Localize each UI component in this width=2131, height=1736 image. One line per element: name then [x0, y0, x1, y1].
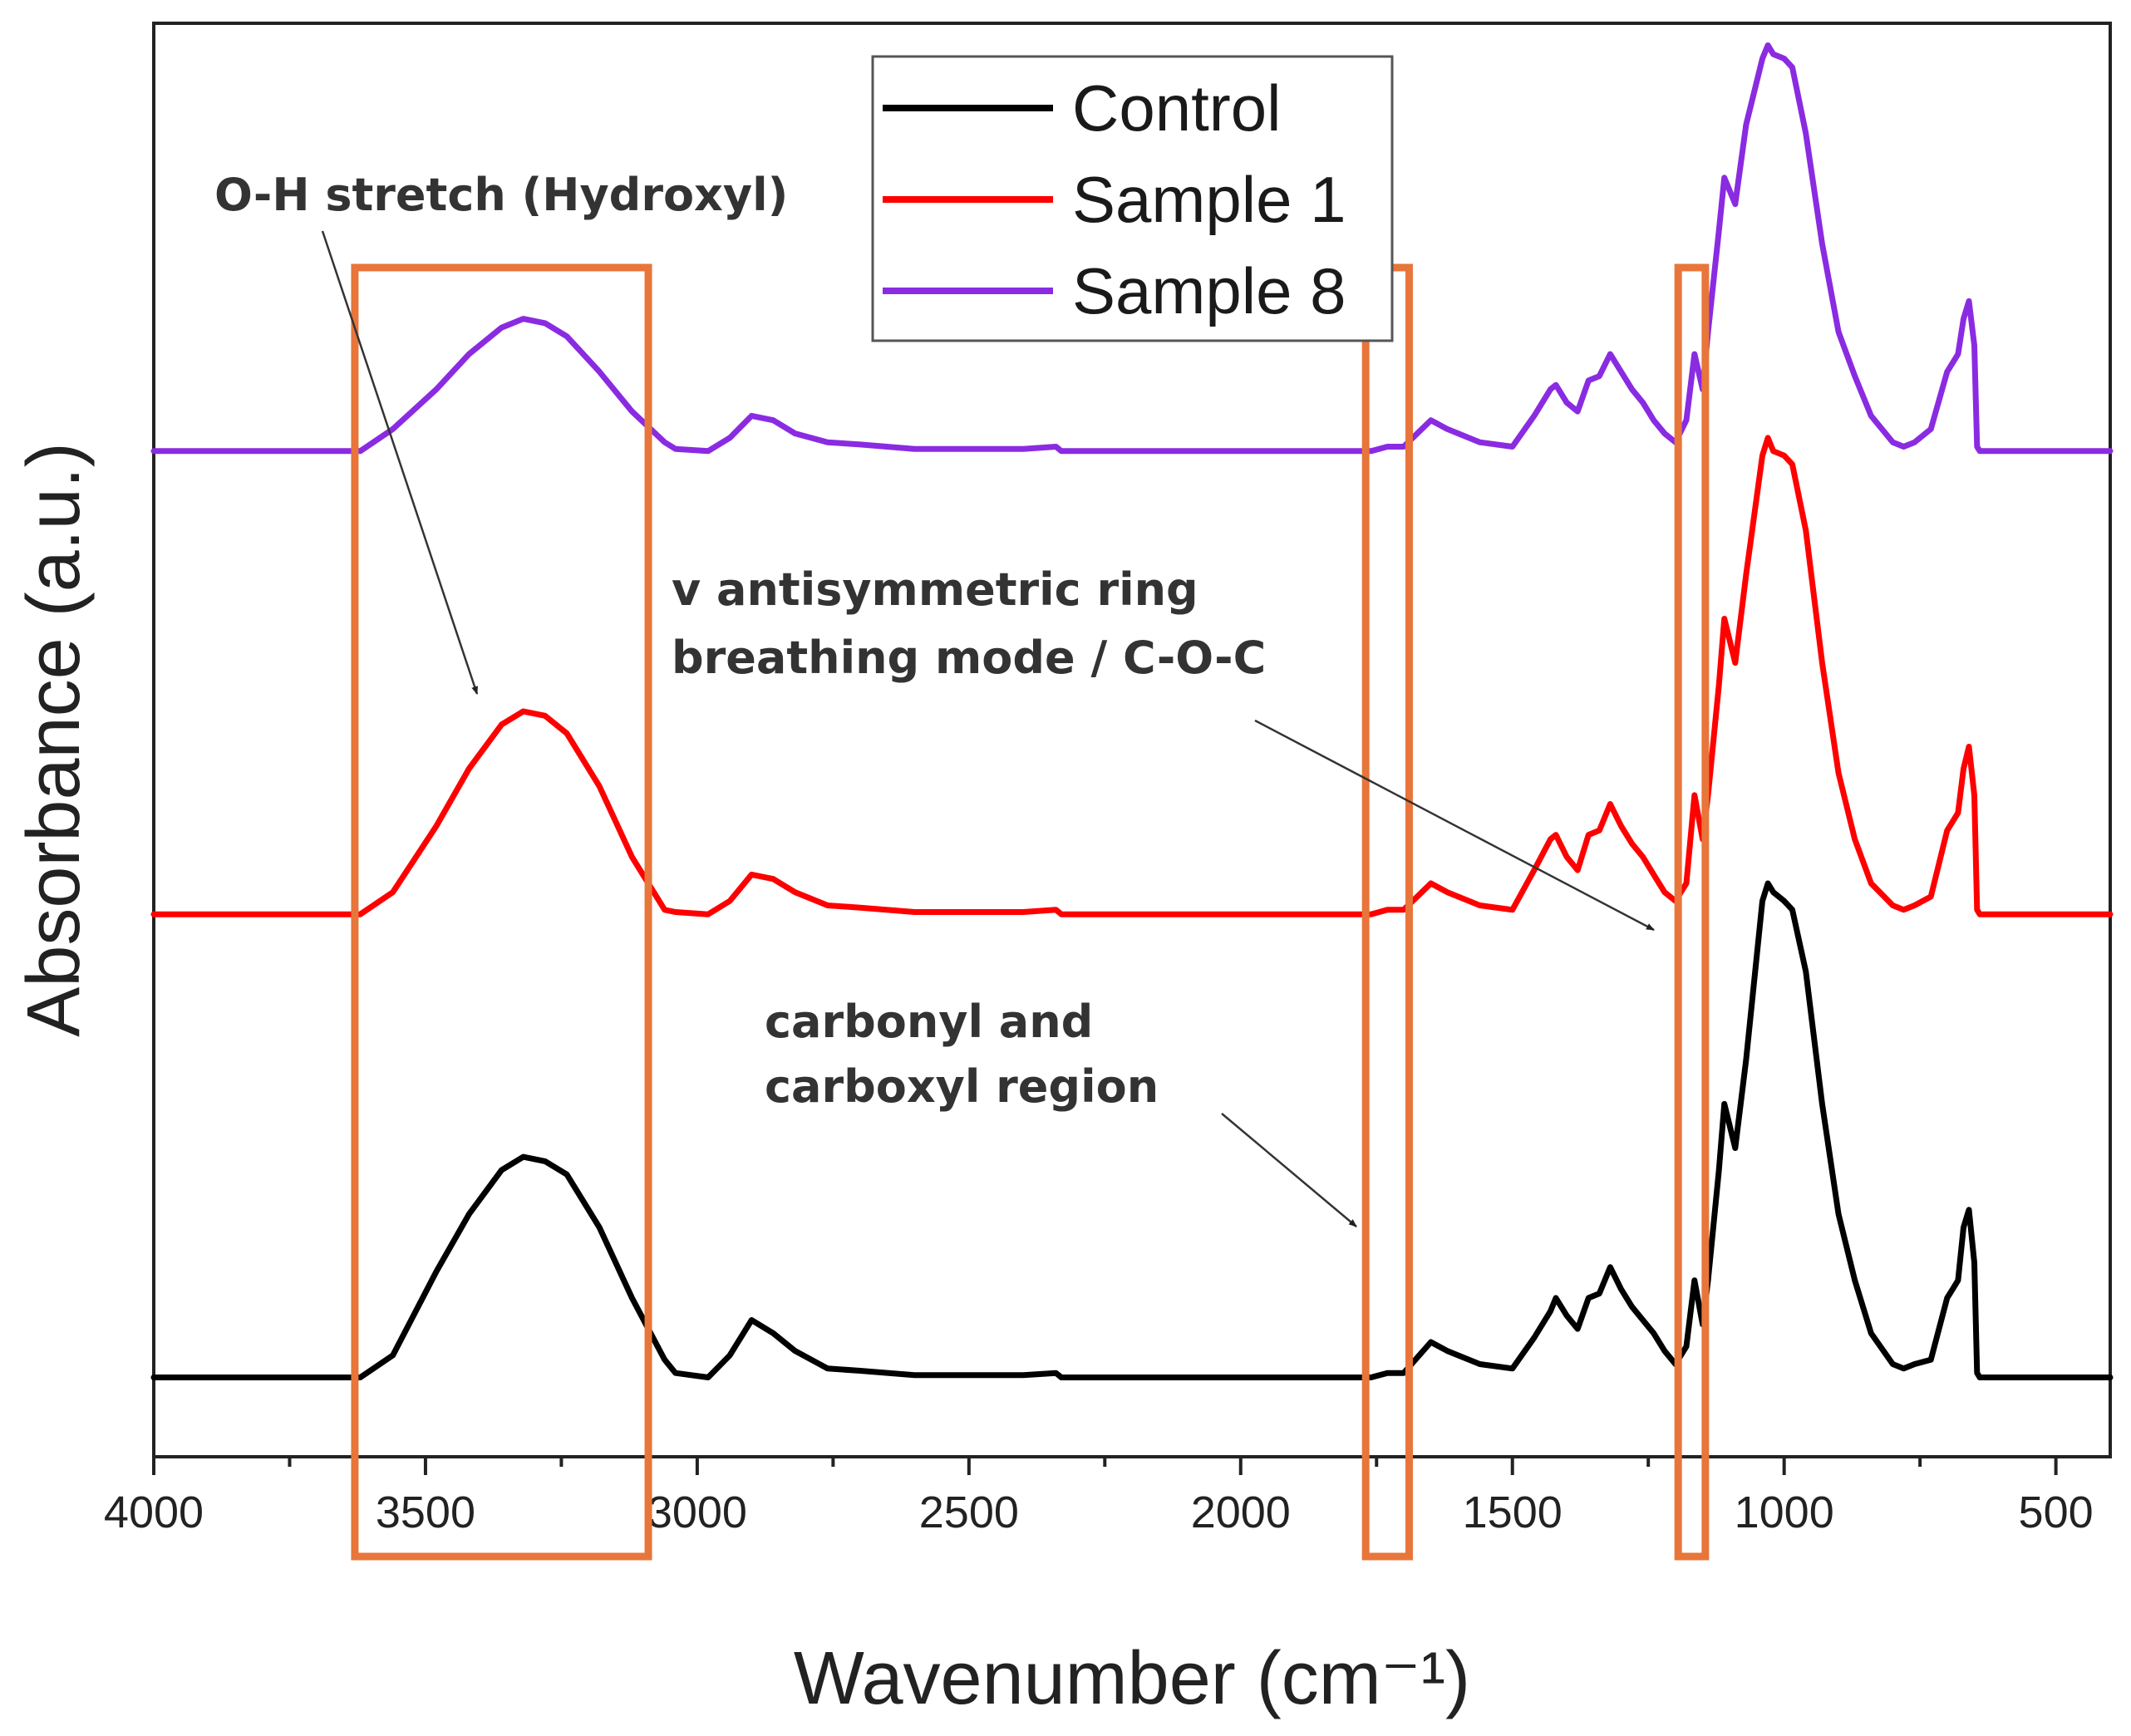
annotation-carbonyl: carbonyl and carboxyl region — [765, 996, 1357, 1227]
x-axis-ticks — [152, 1457, 2058, 1475]
annotation-ring-arrow — [1254, 719, 1655, 932]
legend-label-control: Control — [1072, 71, 1281, 145]
annotation-carbonyl-arrow — [1221, 1113, 1357, 1227]
x-tick-label: 500 — [2019, 1488, 2094, 1537]
annotation-oh-stretch: O-H stretch (Hydroxyl) — [214, 169, 788, 695]
x-tick-label: 1000 — [1735, 1488, 1834, 1537]
series-line-control — [150, 880, 2114, 1380]
annotation-oh-stretch-label: O-H stretch (Hydroxyl) — [214, 169, 788, 221]
legend-label-sample-1: Sample 1 — [1072, 163, 1346, 236]
x-axis-title: Wavenumber (cm⁻¹) — [794, 1637, 1470, 1720]
y-axis-title: Absorbance (a.u.) — [12, 442, 96, 1036]
annotation-ring-line-2: breathing mode / C-O-C — [672, 632, 1266, 684]
annotation-oh-arrow — [321, 230, 479, 695]
x-tick-label: 1500 — [1463, 1488, 1563, 1537]
series-group — [150, 42, 2114, 1380]
annotation-ring-breathing: v antisymmetric ring breathing mode / C-… — [672, 563, 1655, 932]
annotation-ring-line-1: v antisymmetric ring — [672, 563, 1198, 616]
series-line-sample-8 — [150, 42, 2114, 455]
series-line-sample-1 — [150, 435, 2114, 917]
legend-label-sample-8: Sample 8 — [1072, 254, 1346, 327]
highlight-region-1 — [351, 263, 652, 1561]
x-tick-label: 3000 — [647, 1488, 747, 1537]
highlight-region-3 — [1674, 263, 1710, 1561]
annotation-carbonyl-label: carbonyl and carboxyl region — [765, 996, 1159, 1113]
x-tick-label: 2000 — [1191, 1488, 1291, 1537]
legend: Control Sample 1 Sample 8 — [871, 55, 1394, 342]
x-tick-label: 3500 — [376, 1488, 475, 1537]
x-axis-tick-labels: 4000 3500 3000 2500 2000 1500 1000 500 — [104, 1488, 2094, 1537]
annotation-ring-breathing-label: v antisymmetric ring breathing mode / C-… — [672, 563, 1266, 684]
annotation-oh-line-1: O-H stretch (Hydroxyl) — [214, 169, 788, 221]
annotation-carbonyl-line-1: carbonyl and — [765, 996, 1093, 1048]
x-tick-label: 4000 — [104, 1488, 204, 1537]
plot-frame — [152, 22, 2112, 1458]
annotation-carbonyl-line-2: carboxyl region — [765, 1060, 1159, 1113]
x-tick-label: 2500 — [919, 1488, 1019, 1537]
